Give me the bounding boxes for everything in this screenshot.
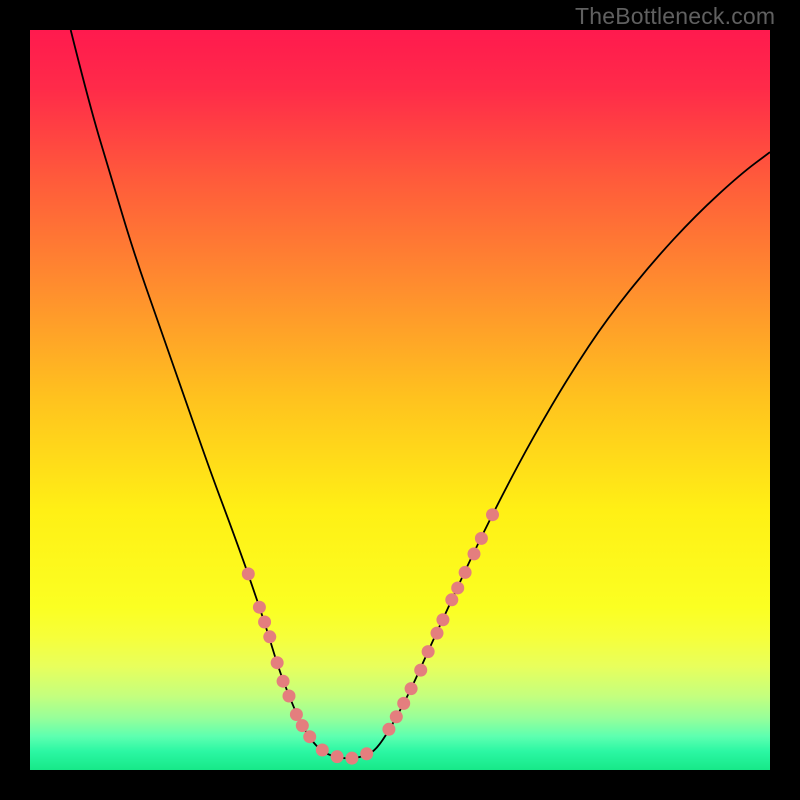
marker-valley [331,750,344,763]
marker-left [296,719,309,732]
marker-left [263,630,276,643]
watermark-text: TheBottleneck.com [575,3,775,30]
marker-left [277,675,290,688]
plot-area [30,30,770,770]
marker-right [459,566,472,579]
marker-right [414,664,427,677]
marker-right [451,581,464,594]
marker-left [253,601,266,614]
marker-left [290,708,303,721]
marker-right [486,508,499,521]
marker-left [258,616,271,629]
gradient-background [30,30,770,770]
marker-right [422,645,435,658]
marker-right [431,627,444,640]
marker-left [271,656,284,669]
marker-left [242,567,255,580]
marker-valley [345,752,358,765]
marker-right [475,532,488,545]
marker-right [397,697,410,710]
marker-right [405,682,418,695]
marker-right [390,710,403,723]
marker-right [445,593,458,606]
marker-right [436,613,449,626]
marker-valley [360,747,373,760]
plot-svg [30,30,770,770]
marker-left [303,730,316,743]
marker-left [283,690,296,703]
marker-right [468,547,481,560]
chart-frame [30,30,770,770]
marker-right [382,723,395,736]
marker-valley [316,744,329,757]
